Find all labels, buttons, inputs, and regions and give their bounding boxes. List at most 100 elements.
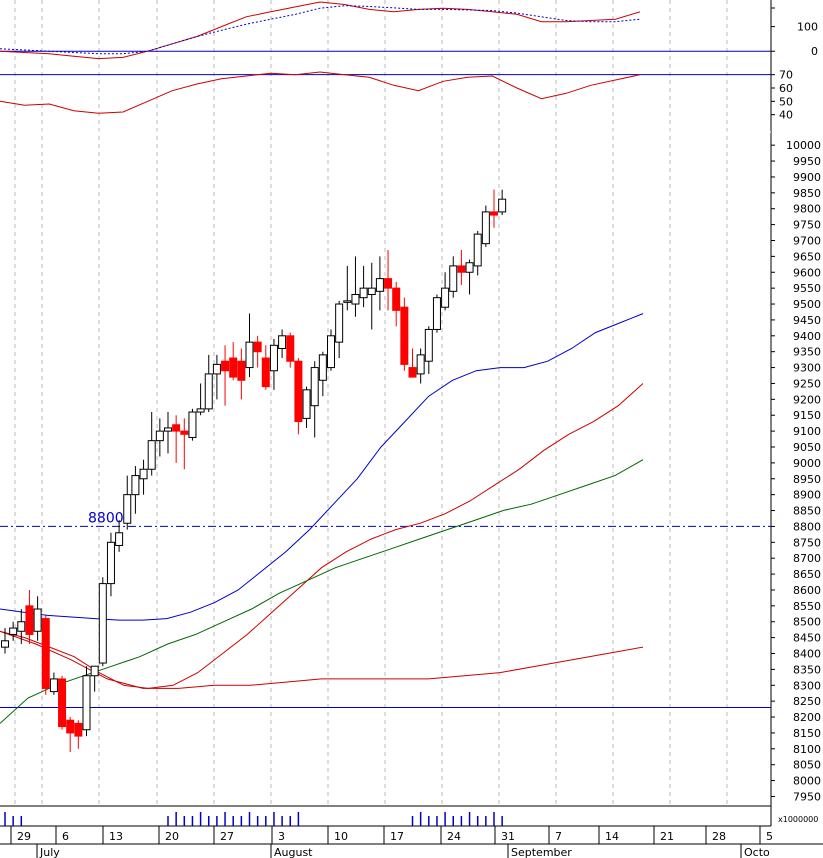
candle-body	[384, 278, 393, 289]
price-tick-label: 9850	[793, 187, 821, 200]
price-tick-label: 8250	[793, 695, 821, 708]
price-tick-label: 9900	[793, 171, 821, 184]
day-label: 17	[390, 830, 404, 843]
day-label: 10	[334, 830, 348, 843]
candle-body	[180, 430, 189, 435]
price-tick-label: 9100	[793, 425, 821, 438]
price-tick-label: 8750	[793, 536, 821, 549]
candle-body	[106, 541, 115, 585]
price-tick-label: 8850	[793, 505, 821, 518]
candle-body	[318, 354, 327, 381]
day-label: 13	[109, 830, 123, 843]
day-label: 5	[766, 830, 773, 843]
candle-body	[261, 357, 270, 388]
month-label: August	[274, 846, 313, 858]
price-tick-label: 8800	[793, 520, 821, 533]
candle-body	[367, 287, 376, 295]
oscillator-tick-label: 0	[811, 45, 818, 58]
day-label: 20	[165, 830, 179, 843]
moving-average-long	[0, 459, 644, 724]
candle-body	[229, 357, 238, 378]
candle-body	[98, 583, 107, 664]
candle-body	[82, 675, 91, 731]
candle-body	[269, 344, 278, 372]
day-label: 24	[447, 830, 461, 843]
price-tick-label: 8950	[793, 473, 821, 486]
price-tick-label: 8450	[793, 632, 821, 645]
price-tick-label: 8900	[793, 489, 821, 502]
candle-body	[490, 211, 498, 216]
rsi-tick-label: 50	[779, 95, 793, 108]
rsi-tick-label: 70	[779, 69, 793, 82]
price-tick-label: 8100	[793, 743, 821, 756]
candle-body	[245, 341, 254, 369]
candle-body	[196, 408, 205, 413]
price-tick-label: 9500	[793, 298, 821, 311]
candle-body	[286, 335, 295, 362]
candle-body	[449, 265, 458, 292]
price-tick-label: 9000	[793, 457, 821, 470]
candle-body	[498, 198, 507, 213]
oscillator-line-1	[0, 1, 641, 60]
price-tick-label: 9700	[793, 234, 821, 247]
candle-body	[416, 354, 425, 375]
oscillator-tick-label: 100	[797, 21, 818, 34]
price-tick-label: 9800	[793, 203, 821, 216]
price-tick-label: 8050	[793, 759, 821, 772]
candle-body	[253, 341, 262, 353]
candle-body	[359, 287, 368, 299]
candle-body	[212, 363, 221, 375]
price-tick-label: 9050	[793, 441, 821, 454]
candle-body	[465, 262, 474, 273]
price-axis: 7950 8000 8050 8100 8150 8200 8250 8300 8350 8400…	[771, 139, 821, 803]
price-tick-label: 8350	[793, 663, 821, 676]
rsi-line	[0, 71, 641, 114]
price-tick-label: 9250	[793, 377, 821, 390]
price-tick-label: 9350	[793, 346, 821, 359]
candle-body	[375, 278, 384, 292]
price-tick-label: 9600	[793, 266, 821, 279]
oscillator-top-panel: 100 0	[0, 1, 818, 60]
oscillator-line-2	[0, 5, 641, 55]
day-label: 6	[62, 830, 69, 843]
candle-body	[1, 640, 9, 648]
candle-body	[351, 293, 360, 305]
candle-body	[392, 287, 401, 311]
candle-body	[164, 427, 172, 432]
candle-body	[327, 335, 335, 369]
price-tick-label: 7950	[793, 790, 821, 803]
candle-body	[131, 475, 140, 496]
candle-body	[310, 367, 319, 407]
price-tick-label: 9750	[793, 219, 821, 232]
price-tick-label: 10000	[786, 139, 821, 152]
candle-body	[457, 265, 466, 273]
day-label: 14	[605, 830, 619, 843]
price-tick-label: 8500	[793, 616, 821, 629]
rsi-tick-label: 60	[779, 82, 793, 95]
candle-body	[90, 665, 99, 677]
price-tick-label: 9150	[793, 409, 821, 422]
price-panel: 8800	[0, 189, 771, 752]
candle-body	[188, 411, 197, 438]
candle-body	[58, 678, 67, 728]
candle-body	[123, 494, 132, 524]
candle-body	[432, 297, 441, 330]
price-tick-label: 8600	[793, 584, 821, 597]
price-tick-label: 9300	[793, 362, 821, 375]
price-tick-label: 9450	[793, 314, 821, 327]
candle-body	[25, 605, 34, 635]
candle-body	[74, 722, 83, 737]
candle-body	[237, 360, 246, 381]
price-tick-label: 9400	[793, 330, 821, 343]
price-tick-label: 9550	[793, 282, 821, 295]
day-label: 3	[278, 830, 285, 843]
time-axis: 29 6 13 20 27 3 10 17 24 31 7 14 21 28 5 July August Sept…	[10, 826, 773, 858]
candle-body	[172, 424, 181, 432]
price-tick-label: 8150	[793, 727, 821, 740]
price-tick-label: 8650	[793, 568, 821, 581]
moving-average-mid	[0, 383, 644, 689]
day-label: 21	[660, 830, 674, 843]
candle-body	[66, 719, 75, 734]
